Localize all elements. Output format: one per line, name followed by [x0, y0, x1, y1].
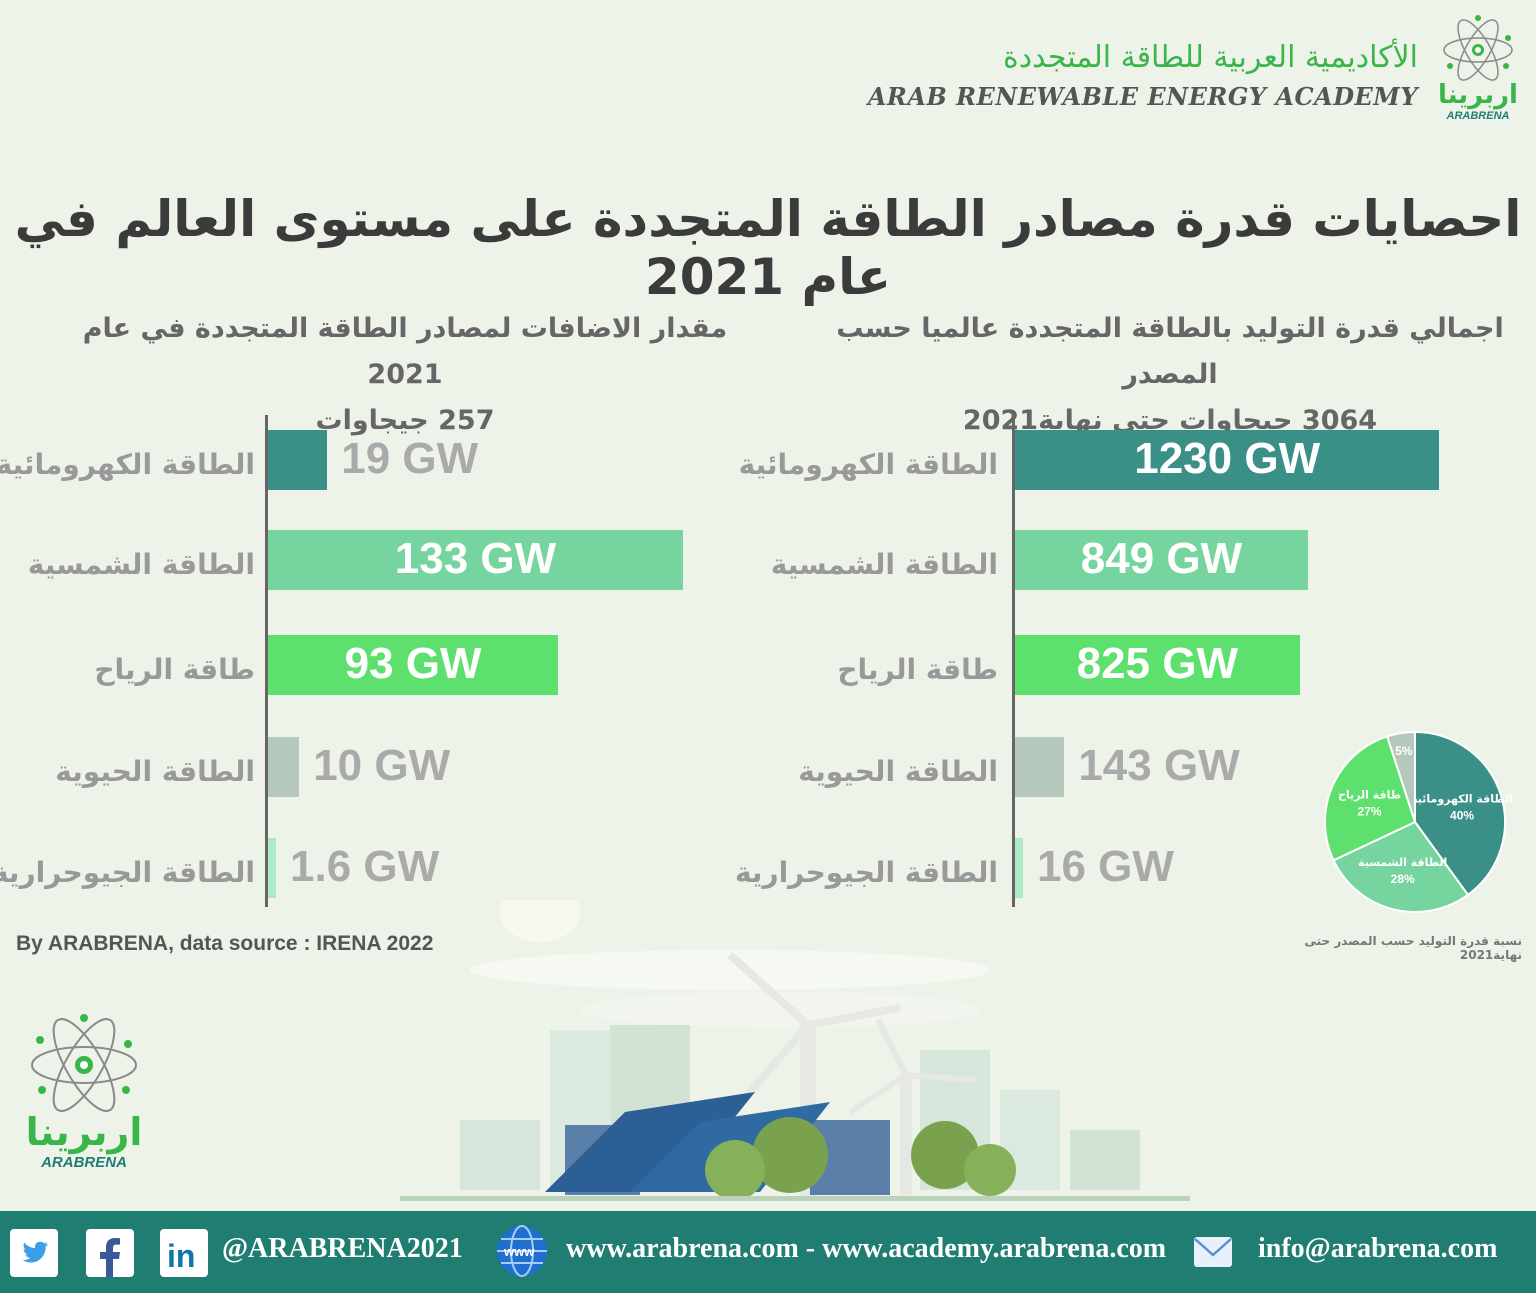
pie-slice-percent: 27%	[1358, 804, 1382, 818]
pie-caption: نسبة قدرة التوليد حسب المصدر حتى نهاية20…	[1304, 934, 1522, 962]
bar-value-label: 19 GW	[341, 434, 479, 483]
category-label: الطاقة الجيوحرارية	[734, 856, 998, 889]
logo-ar: اربرينا	[1438, 80, 1518, 110]
bar-value-label: 93 GW	[344, 639, 482, 688]
pie-slice-percent: 40%	[1450, 809, 1474, 823]
footer-bar: in @ARABRENA2021 www www.arabrena.com - …	[0, 1211, 1536, 1293]
pie-slice-label: طاقة الرياح	[1338, 788, 1401, 801]
left-bar-chart: الطاقة الكهرومائية 19 GW الطاقة الشمسية 133…	[0, 415, 760, 915]
bar	[268, 530, 683, 590]
mail-icon	[1192, 1231, 1234, 1273]
category-label: طاقة الرياح	[837, 653, 998, 686]
category-label: الطاقة الحيوية	[55, 755, 255, 788]
globe-icon: www	[494, 1223, 550, 1279]
category-label: الطاقة الجيوحرارية	[0, 856, 255, 889]
bar	[1015, 838, 1023, 898]
renewable-scene-illustration	[400, 900, 1190, 1201]
pie-slice-percent: 5%	[1395, 744, 1413, 758]
bar	[1015, 635, 1300, 695]
linkedin-icon[interactable]: in	[160, 1229, 208, 1277]
pie-slice	[1414, 730, 1506, 897]
left-chart-title-line2: 257 جيجاوات	[315, 405, 495, 436]
bar-value-label: 1230 GW	[1134, 434, 1321, 483]
bar	[268, 635, 559, 695]
logo-en: ARABRENA	[1446, 110, 1510, 122]
academy-name-en: ARAB RENEWABLE ENERGY ACADEMY	[867, 82, 1418, 111]
pie-slice-label: الطاقة الشمسية	[1358, 856, 1447, 869]
bar-axis-line	[265, 415, 268, 907]
svg-text:www: www	[503, 1244, 535, 1259]
bar-value-label: 16 GW	[1037, 842, 1174, 891]
bottom-logo: اربرينا ARABRENA	[24, 1010, 144, 1171]
pie-slice-label: الطاقة الكهرومائية	[1411, 793, 1513, 806]
pie-chart: الطاقة الكهرومائية 40% الطاقة الشمسية 28% طا…	[1324, 730, 1513, 913]
facebook-icon[interactable]	[86, 1229, 134, 1277]
bar-value-label: 10 GW	[313, 741, 451, 790]
bottom-logo-en: ARABRENA	[41, 1154, 127, 1171]
right-bar-chart: الطاقة الكهرومائية 1230 GW الطاقة الشمسية 8…	[735, 415, 1480, 915]
pie-slice	[1332, 820, 1470, 913]
atom-logo-large-icon	[31, 1014, 137, 1112]
category-label: الطاقة الشمسية	[27, 548, 255, 581]
bar-value-label: 1.6 GW	[290, 842, 440, 891]
header-logo: اربرينا ARABRENA	[1438, 10, 1518, 122]
category-label: طاقة الرياح	[94, 653, 255, 686]
page-title: احصايات قدرة مصادر الطاقة المتجددة على م…	[14, 190, 1522, 306]
pie-slice	[1324, 735, 1417, 862]
bar	[1015, 530, 1308, 590]
category-label: الطاقة الشمسية	[770, 548, 998, 581]
pie-slice	[1385, 730, 1416, 823]
category-label: الطاقة الكهرومائية	[738, 448, 998, 481]
source-note: By ARABRENA, data source : IRENA 2022	[16, 932, 434, 955]
bar	[268, 838, 276, 898]
bar-value-label: 143 GW	[1078, 741, 1240, 790]
bar	[268, 737, 300, 797]
left-chart-title: مقدار الاضافات لمصادر الطاقة المتجددة في…	[60, 306, 750, 444]
twitter-icon[interactable]	[10, 1229, 58, 1277]
email-link[interactable]: info@arabrena.com	[1258, 1233, 1498, 1264]
bar-value-label: 825 GW	[1076, 639, 1238, 688]
category-label: الطاقة الحيوية	[798, 755, 998, 788]
academy-name-ar: الأكاديمية العربية للطاقة المتجددة	[1003, 40, 1418, 75]
bar-value-label: 849 GW	[1080, 534, 1243, 583]
bar	[1015, 737, 1065, 797]
twitter-handle[interactable]: @ARABRENA2021	[222, 1233, 463, 1264]
right-chart-title-line1: اجمالي قدرة التوليد بالطاقة المتجددة عال…	[836, 313, 1504, 390]
left-chart-title-line1: مقدار الاضافات لمصادر الطاقة المتجددة في…	[82, 313, 728, 390]
websites-link[interactable]: www.arabrena.com - www.academy.arabrena.…	[566, 1233, 1167, 1264]
bar	[268, 430, 328, 490]
category-label: الطاقة الكهرومائية	[0, 448, 255, 481]
svg-text:in: in	[167, 1238, 195, 1274]
atom-logo-icon	[1443, 15, 1513, 81]
bar-axis-line	[1012, 415, 1015, 907]
pie-slice-percent: 28%	[1391, 872, 1415, 886]
bar-value-label: 133 GW	[394, 534, 557, 583]
bar	[1015, 430, 1440, 490]
bottom-logo-ar: اربرينا	[25, 1110, 143, 1154]
